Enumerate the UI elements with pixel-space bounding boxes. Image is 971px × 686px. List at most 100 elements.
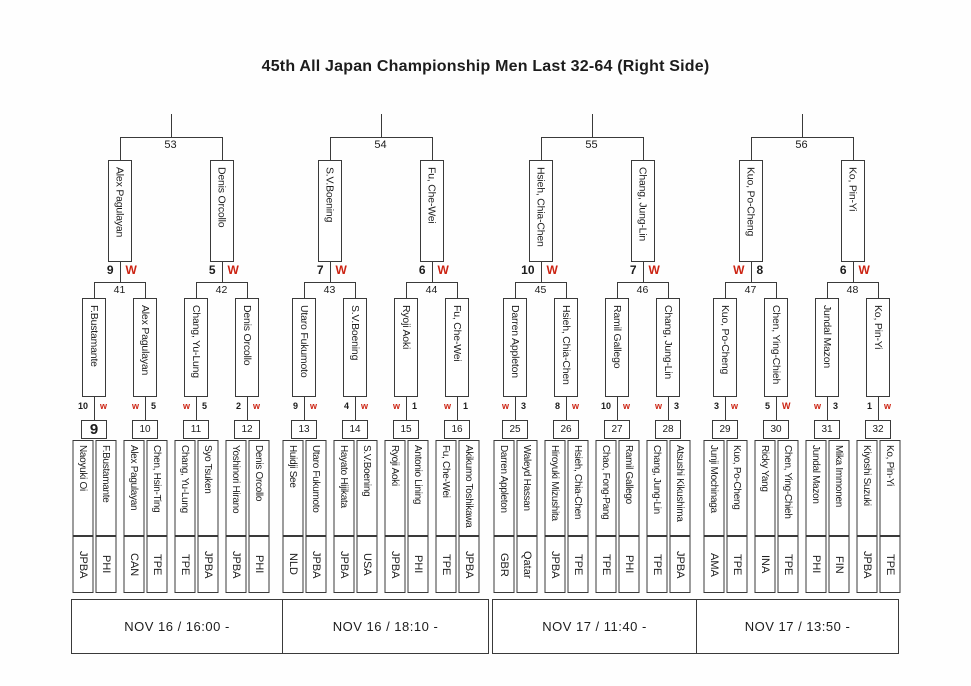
match-number-label: 42	[215, 284, 228, 296]
country-box: TPE	[726, 536, 747, 593]
player-name-box: Hsieh, Chia-Chen	[567, 440, 588, 536]
player-box-round2: Ramil Gallego	[605, 298, 629, 397]
player-box-round2: Darren Appleton	[503, 298, 527, 397]
country-box: JPBA	[384, 536, 405, 593]
score-left: 10	[77, 401, 88, 411]
connector-line	[878, 397, 879, 420]
player-name-box: S.V.Boening	[356, 440, 377, 536]
connector-line	[145, 282, 146, 298]
connector-line	[119, 137, 121, 160]
player-box-semifinal: Ko, Pin-Yi	[840, 160, 865, 262]
player-name-box: Kiyoshi Suzuki	[856, 440, 877, 536]
connector-line	[750, 137, 752, 160]
connector-line	[617, 282, 668, 283]
connector-line	[776, 397, 777, 420]
player-box-round2: Ko, Pin-Yi	[866, 298, 890, 397]
country-box: AMA	[703, 536, 724, 593]
score-right: W	[782, 401, 791, 411]
score-right: 1	[412, 401, 418, 411]
country-box: GBR	[493, 536, 514, 593]
match-number-label: 41	[113, 284, 126, 296]
score-left: 9	[292, 401, 298, 411]
player-name-box: Hayato Hijikata	[333, 440, 354, 536]
score-right: W	[227, 263, 239, 277]
connector-line	[827, 282, 878, 283]
match-number: 32	[872, 423, 884, 435]
player-box-round2: Jundal Mazon	[815, 298, 839, 397]
match-number-box: 13	[291, 420, 317, 439]
page-title: 45th All Japan Championship Men Last 32-…	[261, 58, 710, 75]
player-box-semifinal: Denis Orcollo	[209, 160, 234, 262]
connector-line	[617, 282, 618, 298]
score-left: 1	[866, 401, 872, 411]
match-number-box: 9	[81, 420, 107, 439]
player-box-round2: Chang, Yu-Lung	[184, 298, 208, 397]
player-name-box: Ryoji Aoki	[384, 440, 405, 536]
bracket-number: 55	[585, 139, 598, 151]
connector-line	[617, 397, 618, 420]
connector-line	[801, 114, 803, 137]
connector-line	[196, 282, 247, 283]
score-right: w	[884, 401, 892, 411]
score-right: 3	[674, 401, 680, 411]
score-marks: 7 W	[611, 263, 675, 277]
player-name-box: Atsushi Kikushima	[669, 440, 690, 536]
match-number-box: 15	[393, 420, 419, 439]
country-box: PHI	[618, 536, 639, 593]
score-right: 3	[521, 401, 527, 411]
connector-line	[566, 282, 567, 298]
country-box: PHI	[407, 536, 428, 593]
bracket-section-55: 55 Hsieh, Chia-Chen Chang, Jung-Lin 10 W…	[492, 0, 691, 660]
country-box: TPE	[174, 536, 195, 593]
connector-line	[852, 137, 854, 160]
connector-line	[94, 282, 95, 298]
bracket-section-53: 53 Alex Pagulayan Denis Orcollo 9 W 5 W …	[71, 0, 270, 660]
score-left: w	[392, 401, 400, 411]
country-box: JPBA	[458, 536, 479, 593]
match-number: 9	[89, 421, 99, 438]
connector-line	[776, 282, 777, 298]
match-number-box: 26	[553, 420, 579, 439]
connector-line	[725, 397, 726, 420]
connector-line	[750, 262, 752, 282]
country-box: TPE	[646, 536, 667, 593]
player-name-box: Naoyuki Oi	[72, 440, 93, 536]
player-name-box: Ko, Pin-Yi	[879, 440, 900, 536]
connector-line	[566, 397, 567, 420]
score-marks: 10 W	[509, 263, 573, 277]
connector-line	[668, 282, 669, 298]
score-right: w	[572, 401, 580, 411]
connector-line	[827, 282, 828, 298]
score-right: W	[648, 263, 660, 277]
country-box: PHI	[248, 536, 269, 593]
score-left: 7	[316, 263, 324, 277]
match-number: 25	[509, 423, 521, 435]
player-name-box: Kuo, Po-Cheng	[726, 440, 747, 536]
player-name-box: F.Bustamante	[95, 440, 116, 536]
player-box-round2: Fu, Che-Wei	[445, 298, 469, 397]
match-number-box: 10	[132, 420, 158, 439]
connector-line	[329, 262, 331, 282]
player-name-box: Mika Immonen	[828, 440, 849, 536]
player-box-semifinal: Fu, Che-Wei	[419, 160, 444, 262]
player-box-round2: Alex Pagulayan	[133, 298, 157, 397]
connector-line	[725, 282, 726, 298]
score-right: 1	[463, 401, 469, 411]
player-name-box: Chen, Hsin-Ting	[146, 440, 167, 536]
score-left: 4	[343, 401, 349, 411]
schedule-bar: NOV 16 / 18:10 -	[282, 600, 488, 653]
schedule-bar: NOV 17 / 11:40 -	[542, 619, 647, 634]
country-box: JPBA	[72, 536, 93, 593]
player-name-box: Fu, Che-Wei	[435, 440, 456, 536]
schedule-bar-group: NOV 16 / 16:00 - NOV 16 / 18:10 -	[71, 599, 489, 654]
match-number: 11	[190, 423, 202, 435]
country-box: JPBA	[197, 536, 218, 593]
connector-line	[119, 137, 222, 138]
bracket-section-54: 54 S.V.Boening Fu, Che-Wei 7 W 6 W 43 44…	[281, 0, 480, 660]
player-name-box: Chao, Fong-Pang	[595, 440, 616, 536]
player-name-box: Hiroyuki Mizushita	[544, 440, 565, 536]
country-box: PHI	[805, 536, 826, 593]
score-left: 5	[208, 263, 216, 277]
connector-line	[196, 282, 197, 298]
player-box-semifinal: Chang, Jung-Lin	[630, 160, 655, 262]
